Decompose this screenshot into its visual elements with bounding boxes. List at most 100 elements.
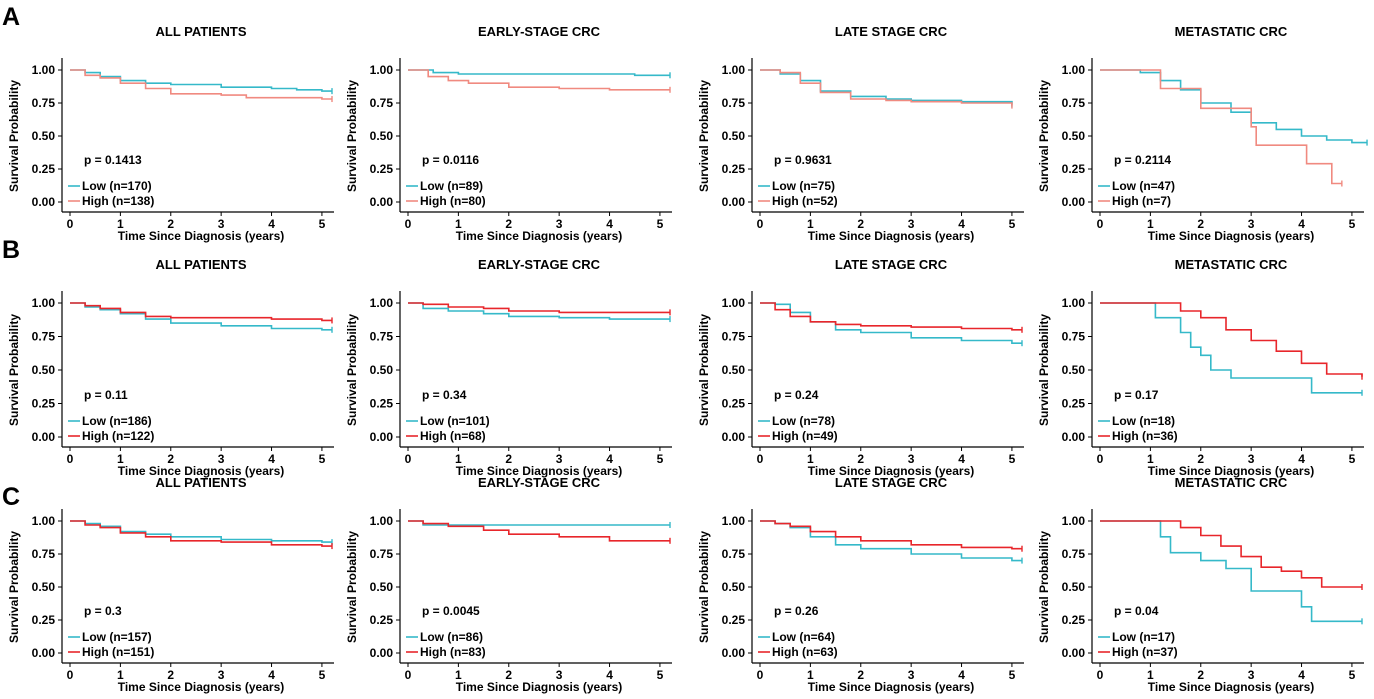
- chart-title: METASTATIC CRC: [1175, 475, 1288, 490]
- p-value: p = 0.9631: [774, 153, 832, 167]
- y-tick-label: 0.00: [370, 430, 394, 444]
- km-chart-C-early: EARLY-STAGE CRC 0.00 0.25 0.50 0.75 1.00 0 1 2 3 4…: [345, 475, 672, 694]
- x-axis-label: Time Since Diagnosis (years): [808, 229, 975, 243]
- y-tick-label: 0.25: [370, 397, 394, 411]
- y-axis-label: Survival Probability: [345, 531, 359, 643]
- y-tick-label: 1.00: [1062, 514, 1086, 528]
- survival-curve-low: [408, 302, 670, 320]
- legend-label-low: Low (n=47): [1112, 179, 1175, 193]
- y-tick-label: 1.00: [370, 63, 394, 77]
- x-axis-label: Time Since Diagnosis (years): [456, 680, 623, 694]
- km-chart-C-late: LATE STAGE CRC 0.00 0.25 0.50 0.75 1.00 0 1 2 3 4 5…: [697, 475, 1024, 694]
- y-tick-label: 0.00: [722, 195, 746, 209]
- legend-label-low: Low (n=75): [772, 179, 835, 193]
- x-tick-label: 3: [556, 452, 563, 466]
- y-tick-label: 0.50: [722, 129, 746, 143]
- legend-label-high: High (n=36): [1112, 429, 1178, 443]
- y-tick-label: 0.25: [1062, 397, 1086, 411]
- x-tick-label: 4: [958, 452, 965, 466]
- legend-label-low: Low (n=186): [82, 414, 152, 428]
- x-tick-label: 1: [1147, 668, 1154, 682]
- km-chart-B-early: EARLY-STAGE CRC 0.00 0.25 0.50 0.75 1.00 0 1 2 3 4…: [345, 257, 672, 478]
- x-tick-label: 5: [319, 452, 326, 466]
- x-tick-label: 2: [167, 668, 174, 682]
- survival-curve-high: [760, 69, 1013, 106]
- chart-title: ALL PATIENTS: [156, 475, 247, 490]
- survival-curve-low: [1100, 302, 1362, 394]
- y-tick-label: 0.75: [32, 96, 56, 110]
- y-tick-label: 0.75: [1062, 330, 1086, 344]
- survival-curve-high: [760, 302, 1022, 331]
- x-tick-label: 1: [117, 217, 124, 231]
- x-tick-label: 4: [268, 668, 275, 682]
- x-tick-label: 0: [757, 452, 764, 466]
- x-tick-label: 0: [405, 217, 412, 231]
- y-axis-label: Survival Probability: [697, 80, 711, 192]
- p-value: p = 0.34: [422, 388, 467, 402]
- p-value: p = 0.2114: [1114, 153, 1171, 167]
- y-tick-label: 0.00: [32, 646, 56, 660]
- km-chart-B-late: LATE STAGE CRC 0.00 0.25 0.50 0.75 1.00 0 1 2 3 4 5…: [697, 257, 1024, 478]
- y-tick-label: 0.00: [722, 646, 746, 660]
- y-axis-label: Survival Probability: [1037, 314, 1051, 426]
- x-tick-label: 4: [606, 452, 613, 466]
- y-tick-label: 0.00: [722, 430, 746, 444]
- x-tick-label: 5: [1349, 452, 1356, 466]
- y-tick-label: 0.00: [32, 430, 56, 444]
- chart-title: LATE STAGE CRC: [835, 475, 948, 490]
- y-tick-label: 1.00: [32, 63, 56, 77]
- y-tick-label: 0.50: [722, 580, 746, 594]
- legend-label-low: Low (n=78): [772, 414, 835, 428]
- panel-letter-c: C: [2, 483, 20, 511]
- legend-label-low: Low (n=17): [1112, 630, 1175, 644]
- x-tick-label: 4: [1298, 452, 1305, 466]
- x-tick-label: 3: [218, 217, 225, 231]
- x-tick-label: 5: [1349, 217, 1356, 231]
- survival-curve-high: [1100, 69, 1342, 185]
- p-value: p = 0.04: [1114, 604, 1159, 618]
- km-chart-A-late: LATE STAGE CRC 0.00 0.25 0.50 0.75 1.00 0 1 2 3 4 5…: [697, 24, 1024, 243]
- x-tick-label: 5: [657, 217, 664, 231]
- y-tick-label: 0.75: [722, 96, 746, 110]
- x-tick-label: 0: [757, 668, 764, 682]
- x-tick-label: 2: [505, 217, 512, 231]
- x-tick-label: 1: [455, 668, 462, 682]
- x-tick-label: 5: [319, 217, 326, 231]
- y-tick-label: 1.00: [370, 296, 394, 310]
- panel-letter-a: A: [2, 3, 20, 31]
- y-tick-label: 0.50: [1062, 129, 1086, 143]
- x-tick-label: 1: [455, 217, 462, 231]
- x-tick-label: 3: [556, 217, 563, 231]
- legend-label-low: Low (n=101): [420, 414, 490, 428]
- x-tick-label: 1: [455, 452, 462, 466]
- survival-curve-low: [70, 69, 332, 92]
- y-tick-label: 0.75: [32, 330, 56, 344]
- x-tick-label: 5: [657, 452, 664, 466]
- x-tick-label: 2: [505, 668, 512, 682]
- x-tick-label: 5: [657, 668, 664, 682]
- y-tick-label: 0.00: [1062, 430, 1086, 444]
- y-tick-label: 0.50: [370, 363, 394, 377]
- x-tick-label: 3: [1248, 217, 1255, 231]
- y-tick-label: 0.50: [32, 363, 56, 377]
- x-tick-label: 3: [908, 452, 915, 466]
- x-tick-label: 3: [1248, 668, 1255, 682]
- x-tick-label: 0: [67, 217, 74, 231]
- x-tick-label: 3: [556, 668, 563, 682]
- y-axis-label: Survival Probability: [7, 80, 21, 192]
- p-value: p = 0.11: [84, 388, 128, 402]
- x-tick-label: 1: [807, 668, 814, 682]
- chart-title: EARLY-STAGE CRC: [478, 24, 601, 39]
- y-tick-label: 1.00: [32, 514, 56, 528]
- x-tick-label: 1: [117, 452, 124, 466]
- y-axis-label: Survival Probability: [345, 314, 359, 426]
- x-axis-label: Time Since Diagnosis (years): [1148, 680, 1315, 694]
- survival-curve-high: [1100, 302, 1363, 377]
- y-tick-label: 1.00: [722, 63, 746, 77]
- y-tick-label: 0.25: [370, 162, 394, 176]
- x-tick-label: 4: [268, 452, 275, 466]
- y-axis-label: Survival Probability: [7, 531, 21, 643]
- x-tick-label: 0: [1097, 452, 1104, 466]
- legend-label-high: High (n=151): [82, 645, 154, 659]
- survival-curve-high: [1100, 520, 1362, 588]
